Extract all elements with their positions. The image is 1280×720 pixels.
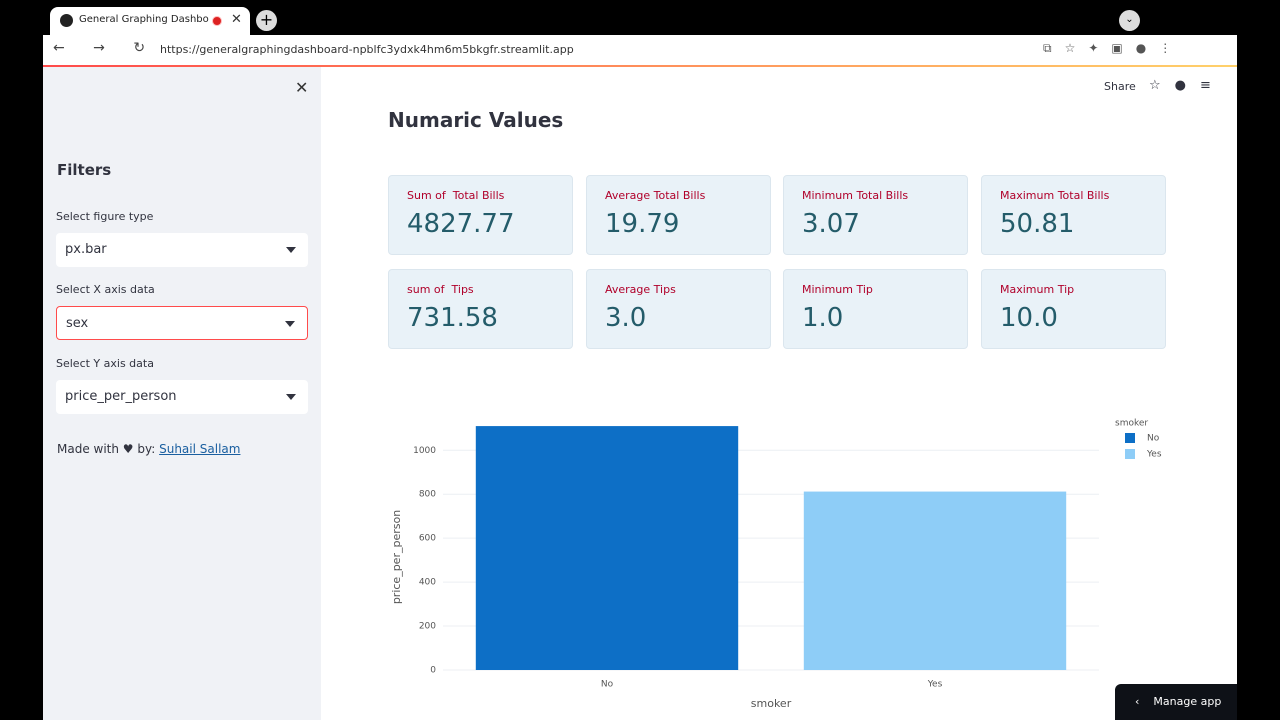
y-tick-label: 200 (419, 622, 436, 632)
legend-title: smoker (1115, 419, 1148, 429)
metric-card: Maximum Tip 10.0 (981, 269, 1166, 349)
legend-label: No (1147, 434, 1160, 444)
y-tick-label: 600 (419, 534, 436, 544)
tab-icon (60, 14, 73, 27)
metric-card: Sum of Total Bills 4827.77 (388, 175, 573, 255)
metric-label: Minimum Tip (802, 283, 873, 296)
y-tick-label: 0 (430, 666, 436, 676)
legend-swatch (1125, 433, 1135, 443)
browser-tab[interactable]: General Graphing Dashboard ✕ (50, 7, 250, 35)
browser-icons[interactable]: ⧉☆✦▣●⋮ (1043, 41, 1185, 55)
tab-title: General Graphing Dashboard (79, 14, 209, 25)
select[interactable]: sex (56, 306, 308, 340)
control-label: Select X axis data (56, 283, 155, 296)
y-tick-label: 800 (419, 490, 436, 500)
metric-value: 1.0 (802, 303, 844, 333)
metric-card: Average Tips 3.0 (586, 269, 771, 349)
sidebar-footer: Made with ♥ by: Suhail Sallam (57, 442, 240, 456)
metric-label: Maximum Total Bills (1000, 189, 1110, 202)
metric-value: 19.79 (605, 209, 680, 239)
metric-value: 731.58 (407, 303, 498, 333)
y-tick-label: 1000 (413, 446, 436, 456)
manage-app[interactable]: ‹ Manage app (1115, 684, 1237, 720)
legend-label: Yes (1146, 450, 1162, 460)
new-tab[interactable]: + (256, 10, 277, 31)
metric-label: Maximum Tip (1000, 283, 1075, 296)
tab-menu[interactable]: ⌄ (1119, 10, 1140, 31)
page-title: Numaric Values (388, 108, 564, 132)
url[interactable]: https://generalgraphingdashboard-npblfc3… (160, 43, 574, 56)
manage-app-label: Manage app (1153, 695, 1222, 708)
address-bar: ← → ↻ https://generalgraphingdashboard-n… (43, 35, 1237, 65)
nav-buttons[interactable]: ← → ↻ (53, 40, 158, 56)
metric-card: Minimum Tip 1.0 (783, 269, 968, 349)
load-bar (43, 65, 1237, 67)
select[interactable]: price_per_person (56, 380, 308, 414)
y-tick-label: 400 (419, 578, 436, 588)
bar (475, 426, 739, 670)
x-tick-label: No (601, 680, 614, 690)
metric-card: sum of Tips 731.58 (388, 269, 573, 349)
sidebar-title: Filters (57, 161, 112, 179)
metric-label: sum of Tips (407, 283, 474, 296)
metric-value: 4827.77 (407, 209, 515, 239)
control-label: Select Y axis data (56, 357, 154, 370)
y-axis-title: price_per_person (390, 510, 403, 604)
metric-card: Maximum Total Bills 50.81 (981, 175, 1166, 255)
metric-label: Average Tips (605, 283, 676, 296)
header-icons[interactable]: ☆●≡ (1149, 78, 1225, 93)
metric-label: Sum of Total Bills (407, 189, 505, 202)
metric-value: 50.81 (1000, 209, 1075, 239)
tab-close[interactable]: ✕ (231, 12, 242, 27)
sidebar-close[interactable]: ✕ (295, 78, 309, 97)
chevron: ‹ (1135, 695, 1140, 708)
x-tick-label: Yes (927, 680, 943, 690)
x-axis-title: smoker (751, 697, 792, 710)
select[interactable]: px.bar (56, 233, 308, 267)
share-button[interactable]: Share (1104, 80, 1136, 93)
author-link[interactable]: Suhail Sallam (159, 442, 241, 456)
bar (803, 491, 1067, 670)
recording-dot (212, 16, 222, 26)
metric-value: 3.07 (802, 209, 860, 239)
metric-label: Minimum Total Bills (802, 189, 909, 202)
metric-card: Minimum Total Bills 3.07 (783, 175, 968, 255)
metric-value: 10.0 (1000, 303, 1058, 333)
control-label: Select figure type (56, 210, 154, 223)
metric-card: Average Total Bills 19.79 (586, 175, 771, 255)
metric-label: Average Total Bills (605, 189, 706, 202)
metric-value: 3.0 (605, 303, 647, 333)
legend-swatch (1125, 449, 1135, 459)
footer-text: Made with ♥ by: (57, 442, 156, 456)
